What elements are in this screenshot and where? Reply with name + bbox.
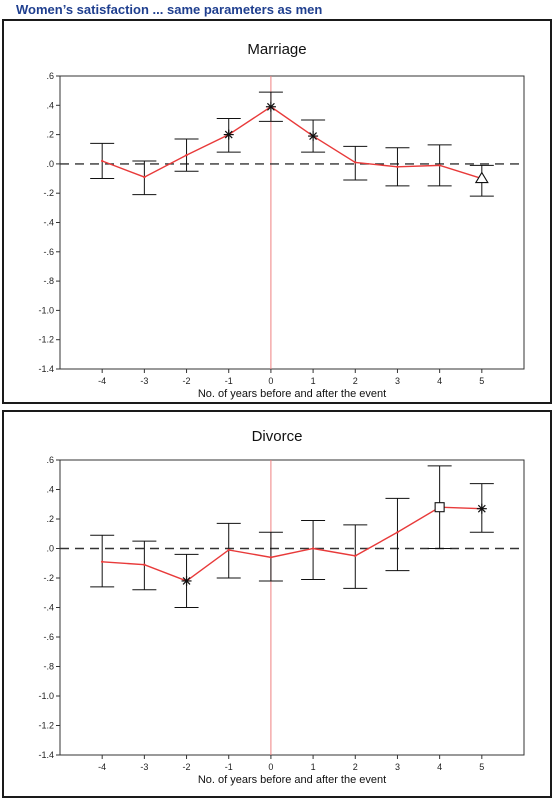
marriage-y-tick-label: -1.4 [38, 364, 54, 374]
marriage-chart: Marriage .6 .4 .2 .0 -.2 -.4 -.6 -.8 -1.0 -1.2 -1.4… [38, 41, 525, 400]
divorce-y-tick-label: -1.0 [38, 691, 54, 701]
marriage-y-tick-label: -1.0 [38, 305, 54, 315]
divorce-y-tick-label: .4 [46, 485, 54, 495]
divorce-x-tick-label: -1 [225, 762, 233, 772]
divorce-chart-title: Divorce [252, 428, 303, 445]
marriage-x-tick-label: 2 [353, 376, 358, 386]
divorce-data-point [143, 563, 146, 566]
divorce-y-tick-label: -.2 [43, 573, 54, 583]
marriage-chart-title: Marriage [247, 41, 306, 58]
marriage-y-tick-label: -1.2 [38, 335, 54, 345]
divorce-y-tick-label: -1.4 [38, 750, 54, 760]
marriage-data-point [354, 161, 357, 164]
marriage-y-tick-label: .4 [46, 100, 54, 110]
marriage-data-point [100, 159, 104, 163]
marriage-x-axis-label: No. of years before and after the event [198, 388, 386, 400]
marriage-y-tick-label: .0 [46, 159, 54, 169]
marriage-y-tick-label: -.6 [43, 247, 54, 257]
divorce-chart-panel: Divorce .6 .4 .2 .0 -.2 -.4 -.6 -.8 -1.0 -1.2 -1.4 -… [2, 410, 552, 798]
marriage-data-point [308, 131, 319, 142]
divorce-y-tick-label: .2 [46, 514, 54, 524]
marriage-data-point [223, 129, 234, 140]
divorce-y-tick-label: .6 [46, 455, 54, 465]
marriage-x-tick-label: -4 [98, 376, 106, 386]
divorce-x-tick-label: 5 [479, 762, 484, 772]
marriage-x-tick-label: -2 [183, 376, 191, 386]
divorce-data-point [354, 554, 357, 558]
divorce-data-point [396, 531, 399, 534]
divorce-x-tick-label: -3 [140, 762, 148, 772]
divorce-data-point [269, 556, 273, 559]
divorce-chart: Divorce .6 .4 .2 .0 -.2 -.4 -.6 -.8 -1.0 -1.2 -1.4 -… [38, 428, 525, 786]
marriage-data-point [265, 101, 276, 112]
marriage-series-line [101, 105, 483, 180]
divorce-x-tick-label: 0 [268, 762, 273, 772]
marriage-x-tick-label: 4 [437, 376, 442, 386]
divorce-y-tick-label: -.8 [43, 662, 54, 672]
divorce-series-line [102, 506, 482, 582]
divorce-error-bar [301, 519, 326, 580]
divorce-data-point [434, 502, 445, 513]
marriage-y-tick-label: -.8 [43, 276, 54, 286]
divorce-x-tick-label: 2 [353, 762, 358, 772]
divorce-x-tick-label: -2 [183, 762, 191, 772]
divorce-y-tick-label: -.6 [43, 632, 54, 642]
marriage-x-tick-label: -3 [140, 376, 148, 386]
marriage-plot-frame [59, 75, 525, 370]
marriage-y-tick-label: .2 [46, 130, 54, 140]
marriage-data-point [474, 171, 489, 184]
divorce-x-axis-label: No. of years before and after the event [198, 774, 386, 786]
divorce-y-tick-label: -.4 [43, 603, 54, 613]
divorce-data-point [476, 503, 487, 514]
marriage-data-point [396, 165, 399, 169]
divorce-plot-frame [59, 459, 525, 756]
divorce-data-point [181, 575, 192, 586]
marriage-y-tick-label: .6 [46, 71, 54, 81]
divorce-error-bar [385, 497, 410, 572]
divorce-y-tick-label: -1.2 [38, 721, 54, 731]
marriage-chart-panel: Marriage .6 .4 .2 .0 -.2 -.4 -.6 -.8 -1.0 -1.2 -1.4… [2, 19, 552, 404]
divorce-data-point [227, 548, 230, 552]
marriage-x-tick-label: 0 [268, 376, 273, 386]
marriage-y-tick-label: -.4 [43, 218, 54, 228]
marriage-x-tick-label: -1 [225, 376, 233, 386]
marriage-data-point [438, 164, 441, 167]
marriage-x-tick-label: 1 [311, 376, 316, 386]
marriage-y-tick-label: -.2 [43, 188, 54, 198]
divorce-data-point [311, 547, 315, 550]
marriage-x-tick-label: 5 [479, 376, 484, 386]
divorce-x-tick-label: -4 [98, 762, 106, 772]
divorce-x-tick-label: 3 [395, 762, 400, 772]
marriage-data-point [185, 153, 188, 157]
divorce-data-point [100, 560, 104, 563]
marriage-data-point [143, 175, 146, 179]
marriage-x-tick-label: 3 [395, 376, 400, 386]
divorce-y-tick-label: .0 [46, 544, 54, 554]
divorce-x-tick-label: 4 [437, 762, 442, 772]
page-heading: Women’s satisfaction ... same parameters… [16, 2, 323, 17]
divorce-x-tick-label: 1 [311, 762, 316, 772]
